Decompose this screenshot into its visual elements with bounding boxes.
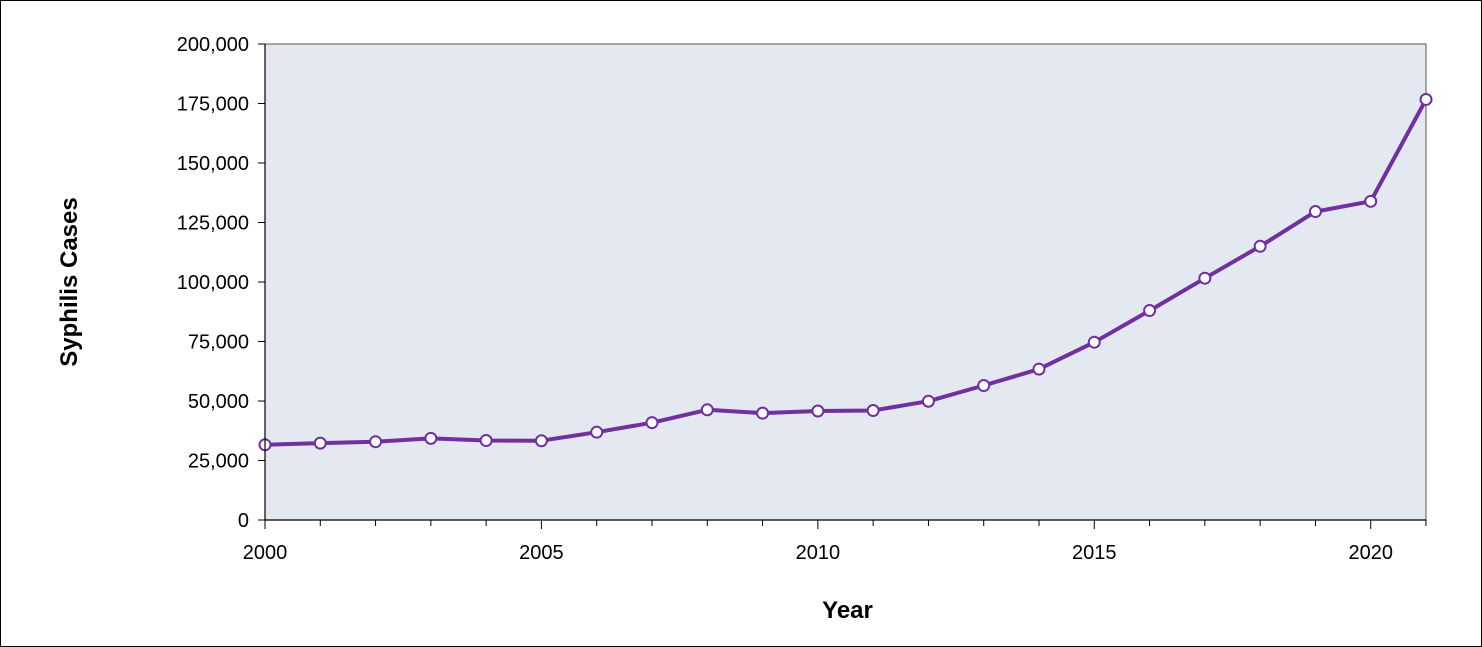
data-point: [645, 416, 659, 430]
x-tick-label: 2000: [243, 542, 288, 564]
y-tick-label: 75,000: [188, 332, 249, 354]
data-point: [1364, 194, 1378, 208]
x-tick-label: 2005: [519, 542, 564, 564]
y-tick-label: 200,000: [177, 34, 249, 56]
data-point: [534, 434, 548, 448]
y-tick-label: 0: [238, 510, 249, 532]
y-axis-ticks: 0 25,000 50,000 75,000 100,000 125,000 150,000…: [177, 34, 265, 532]
data-point: [479, 434, 493, 448]
data-point: [424, 431, 438, 445]
y-tick-label: 125,000: [177, 213, 249, 235]
data-point: [700, 403, 714, 417]
y-tick-label: 100,000: [177, 272, 249, 294]
series-line: [263, 97, 1428, 447]
data-point: [1143, 304, 1157, 318]
y-tick-label: 50,000: [188, 391, 249, 413]
data-point: [1198, 271, 1212, 285]
data-point: [811, 404, 825, 418]
plot-area: [264, 43, 1427, 521]
data-point: [1419, 92, 1433, 106]
y-tick-label: 150,000: [177, 153, 249, 175]
x-axis-ticks: 2000 2005 2010 2015 2020: [243, 520, 1427, 564]
data-point: [756, 406, 770, 420]
data-point: [977, 379, 991, 393]
x-tick-label: 2010: [796, 542, 841, 564]
y-axis-title: Syphilis Cases: [56, 197, 83, 366]
data-point: [1253, 239, 1267, 253]
data-point: [1308, 205, 1322, 219]
data-point: [921, 394, 935, 408]
x-tick-label: 2015: [1072, 542, 1117, 564]
data-point: [590, 425, 604, 439]
data-point: [313, 436, 327, 450]
data-point: [866, 404, 880, 418]
x-axis-title: Year: [822, 597, 873, 624]
y-tick-label: 175,000: [177, 94, 249, 116]
x-tick-label: 2020: [1348, 542, 1393, 564]
y-tick-label: 25,000: [188, 451, 249, 473]
data-point: [369, 435, 383, 449]
data-point: [1087, 335, 1101, 349]
data-point: [1032, 362, 1046, 376]
